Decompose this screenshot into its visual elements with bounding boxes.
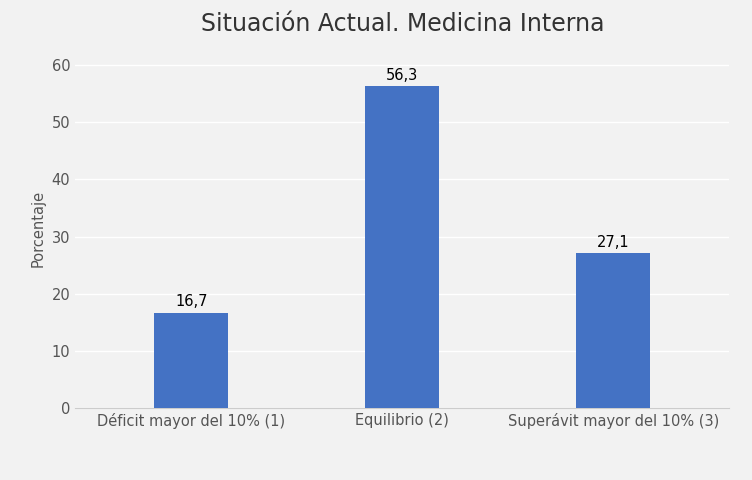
Bar bbox=[154, 312, 228, 408]
Title: Situación Actual. Medicina Interna: Situación Actual. Medicina Interna bbox=[201, 12, 604, 36]
Y-axis label: Porcentaje: Porcentaje bbox=[31, 190, 46, 266]
Bar bbox=[577, 253, 650, 408]
Text: 16,7: 16,7 bbox=[175, 294, 208, 309]
Text: 56,3: 56,3 bbox=[387, 68, 418, 83]
Text: 27,1: 27,1 bbox=[597, 235, 629, 250]
Bar bbox=[365, 86, 439, 408]
